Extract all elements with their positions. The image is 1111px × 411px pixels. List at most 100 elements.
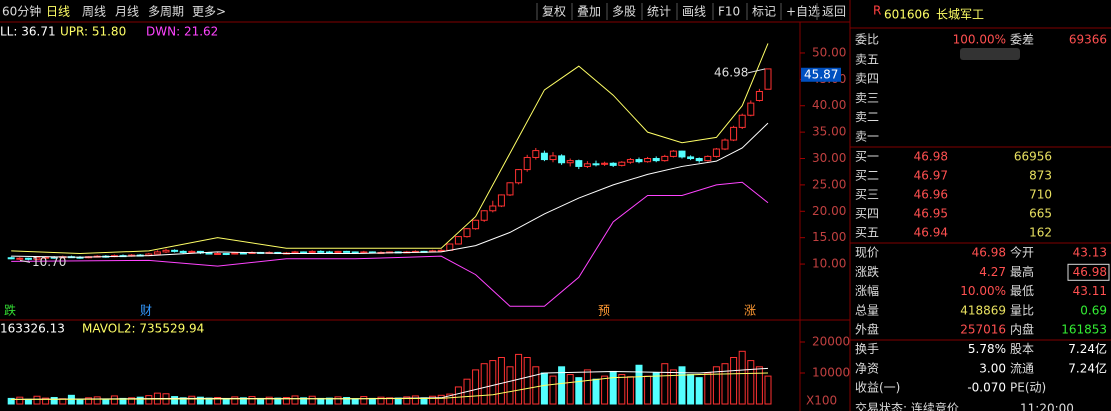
volume-bar: [747, 360, 755, 405]
volume-bar: [635, 364, 643, 405]
y-tick-label: 10.00: [812, 257, 846, 271]
quote-value: 43.11: [1073, 284, 1107, 298]
volume-bar: [334, 396, 342, 405]
volume-bar: [730, 356, 738, 405]
candle-body: [601, 162, 609, 165]
tool-button[interactable]: 叠加: [577, 5, 601, 19]
volume-bar: [523, 356, 531, 405]
volume-bar: [42, 397, 50, 405]
tool-button[interactable]: 画线: [682, 5, 706, 19]
volume-bar: [351, 398, 359, 405]
event-marker[interactable]: 跌: [4, 303, 16, 318]
candle-body: [583, 163, 591, 167]
period-tab[interactable]: 月线: [115, 5, 139, 19]
period-tab[interactable]: 日线: [46, 5, 70, 19]
volume-bar: [592, 378, 600, 405]
volume-bar: [609, 370, 617, 405]
quote-value: 0.69: [1080, 303, 1107, 317]
event-marker[interactable]: 预: [598, 304, 610, 318]
quote-value: 10.00%: [960, 284, 1006, 298]
candle-body: [678, 150, 686, 158]
candle-body: [575, 160, 583, 167]
indicator-label: DWN: 21.62: [146, 25, 218, 39]
volume-bar: [33, 395, 41, 405]
quote-value: 5.78%: [968, 342, 1006, 356]
tool-button[interactable]: +自选: [786, 5, 820, 19]
candle-body: [291, 251, 299, 254]
bid-volume: 710: [1029, 188, 1052, 202]
candle-body: [558, 155, 566, 164]
tool-button[interactable]: 返回: [822, 5, 846, 19]
period-tab[interactable]: 60分钟: [2, 4, 41, 19]
period-tab[interactable]: 多周期: [148, 5, 184, 19]
ask-label: 卖一: [855, 129, 879, 143]
indicator-label: UPR: 51.80: [60, 25, 126, 39]
volume-bar: [601, 375, 609, 405]
quote-label: 量比: [1010, 303, 1034, 317]
volume-bar: [480, 363, 488, 405]
volume-bar: [532, 366, 540, 405]
quote-value: 46.98: [972, 246, 1006, 260]
quote-value: 43.13: [1073, 246, 1107, 260]
quote-label: 涨跌: [855, 264, 879, 279]
period-tab[interactable]: 更多>: [192, 5, 226, 19]
volume-unit: X100: [806, 394, 837, 408]
volume-bar: [248, 396, 256, 405]
volume-ma-line: [11, 372, 769, 400]
bid-label: 买五: [855, 226, 879, 240]
row-value: 100.00%: [953, 33, 1006, 47]
candle-body: [523, 156, 531, 171]
bid-label: 买三: [855, 188, 879, 202]
row-value: 69366: [1069, 33, 1107, 47]
volume-bar: [16, 396, 24, 405]
volume-bar: [678, 366, 686, 405]
tool-button[interactable]: 多股: [612, 5, 636, 19]
y-tick-label: 35.00: [812, 125, 846, 139]
quote-label: 股本: [1010, 342, 1034, 356]
collapse-button[interactable]: [960, 48, 1020, 60]
candle-body: [351, 251, 359, 254]
row-label: 委差: [1010, 33, 1034, 47]
bid-price: 46.98: [914, 150, 948, 164]
volume-bar: [291, 395, 299, 405]
tool-button[interactable]: 复权: [542, 5, 566, 19]
volume-bar: [325, 397, 333, 405]
row-label: 委比: [855, 33, 879, 47]
volume-bar: [661, 363, 669, 405]
volume-bar: [669, 369, 677, 405]
volume-bar: [626, 376, 634, 405]
last-price-box: [801, 67, 841, 82]
bid-volume: 665: [1029, 207, 1052, 221]
period-tab[interactable]: 周线: [82, 5, 106, 19]
volume-indicator: MAVOL2: 735529.94: [82, 322, 204, 336]
candle-body: [669, 150, 677, 157]
volume-bar: [102, 398, 110, 405]
stock-code: 601606: [884, 8, 930, 22]
quote-label: 收益(一): [855, 381, 900, 395]
volume-bar: [50, 396, 58, 405]
indicator-label: LL: 36.71: [0, 25, 56, 39]
stock-name: 长城军工: [936, 8, 984, 22]
volume-bar: [24, 398, 32, 405]
volume-bar: [721, 363, 729, 405]
volume-bar: [188, 395, 196, 405]
band-line: [11, 181, 769, 307]
tool-button[interactable]: F10: [718, 5, 740, 19]
bid-volume: 873: [1029, 169, 1052, 183]
y-tick-label: 10000: [812, 365, 850, 379]
candle-body: [515, 169, 523, 184]
event-marker[interactable]: 涨: [744, 303, 756, 318]
volume-bar: [549, 375, 557, 405]
volume-indicator: 163326.13: [0, 322, 65, 336]
quote-label: 换手: [855, 342, 879, 356]
candle-body: [489, 205, 497, 212]
volume-bar: [282, 396, 290, 405]
y-tick-label: 40.00: [812, 98, 846, 112]
candle-body: [652, 158, 660, 162]
tool-button[interactable]: 标记: [752, 5, 776, 19]
volume-bar: [472, 369, 480, 405]
tool-button[interactable]: 统计: [647, 5, 671, 19]
event-marker[interactable]: 财: [140, 304, 152, 318]
min-pointer: [19, 259, 31, 263]
